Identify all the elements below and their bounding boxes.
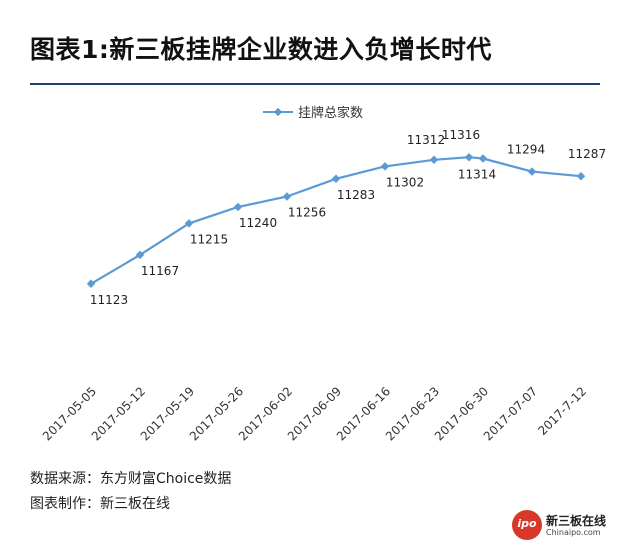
legend: 挂牌总家数 <box>263 105 363 121</box>
data-point <box>429 155 439 165</box>
chart-credit: 图表制作：新三板在线 <box>30 496 170 512</box>
data-label: 11314 <box>458 168 496 182</box>
data-point <box>380 162 390 171</box>
logo-badge: ipo <box>512 510 542 540</box>
data-label: 11316 <box>442 128 480 142</box>
chart-title: 图表1:新三板挂牌企业数进入负增长时代 <box>30 35 492 64</box>
data-point <box>576 171 586 181</box>
series-line <box>90 156 582 285</box>
data-point <box>527 167 537 176</box>
x-tick-label: 2017-7-12 <box>535 384 589 438</box>
logo-name: 新三板在线 <box>546 514 607 528</box>
data-label: 11302 <box>386 175 424 189</box>
data-label: 11123 <box>90 293 128 307</box>
data-label: 11240 <box>239 216 277 230</box>
data-source-note: 数据来源：东方财富Choice数据 <box>30 471 232 487</box>
data-label: 11283 <box>337 188 375 202</box>
data-label: 11215 <box>190 232 228 246</box>
data-point <box>331 174 341 184</box>
legend-label: 挂牌总家数 <box>298 105 363 121</box>
data-label: 11256 <box>288 206 326 220</box>
data-point <box>86 279 96 289</box>
data-point <box>233 202 243 212</box>
data-point <box>135 250 145 260</box>
title-divider <box>30 83 600 85</box>
data-label: 11294 <box>507 143 545 157</box>
chinaipo-logo: ipo 新三板在线 Chinaipo.com <box>512 508 630 548</box>
data-point <box>464 152 474 162</box>
data-label: 11167 <box>141 264 179 278</box>
logo-badge-text: ipo <box>517 517 537 530</box>
data-label: 11312 <box>407 133 445 147</box>
data-point <box>282 192 292 201</box>
logo-url: Chinaipo.com <box>546 528 601 537</box>
data-point <box>478 154 488 163</box>
line-chart: 挂牌总家数 11123 11167 11215 11240 11256 11283 1130… <box>40 105 606 443</box>
legend-marker <box>273 107 283 117</box>
data-point <box>184 219 194 228</box>
data-label: 11287 <box>568 147 606 161</box>
